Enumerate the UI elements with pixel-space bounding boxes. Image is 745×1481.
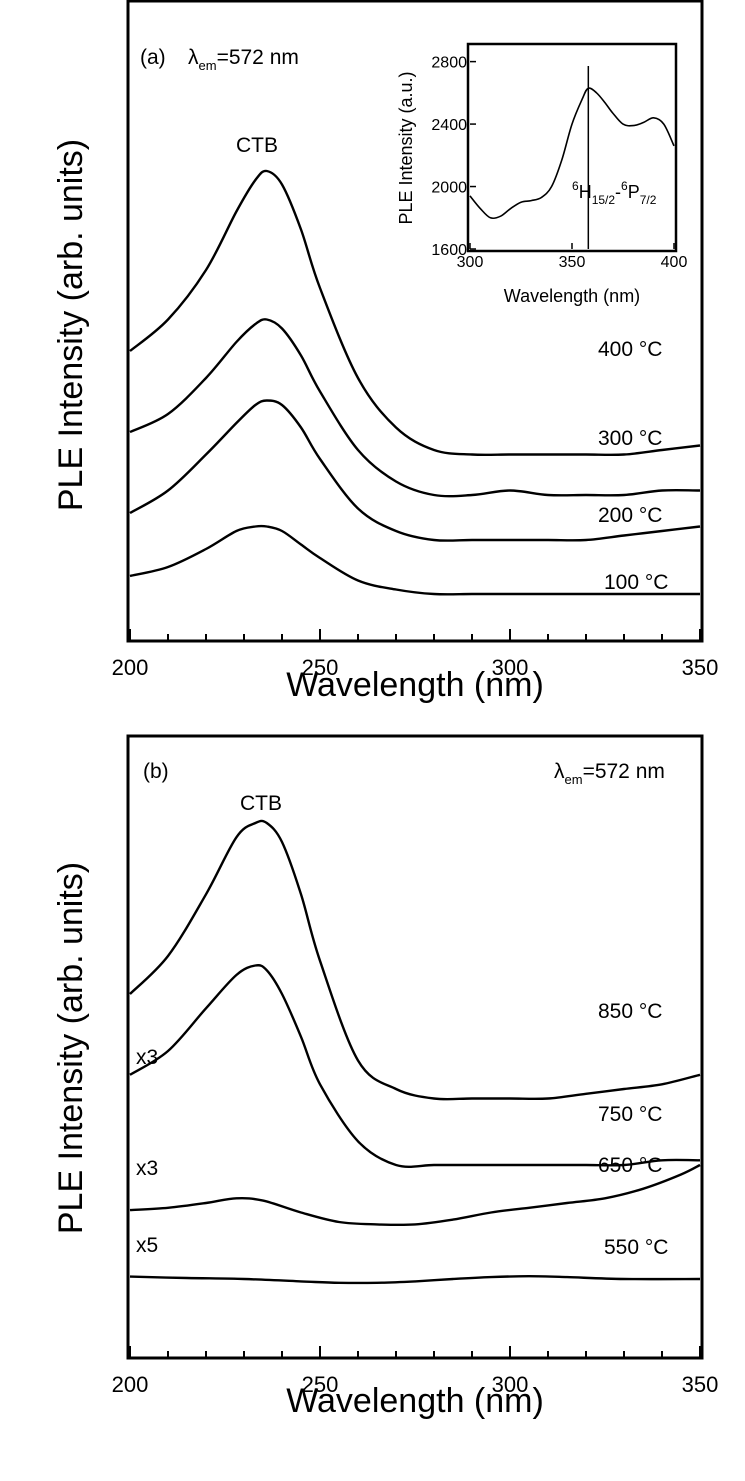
inset-plot-frame: [466, 42, 678, 253]
panel-a: 200 250 300 350 (a) λem=572 nm CTB 400 °C 3…: [52, 0, 719, 704]
panel-a-series-label-300: 300 °C: [598, 427, 662, 450]
inset-axis-ticks: 300 350 400 1600 2000 2400 2800: [431, 55, 687, 271]
panel-b-multiplier-750: x3: [136, 1046, 158, 1069]
panel-b-series-label-850: 850 °C: [598, 1000, 662, 1023]
panel-a-series-line-2: [129, 318, 701, 498]
panel-a-x-tick-label: 200: [112, 655, 149, 680]
panel-b-excitation: λem=572 nm: [554, 760, 665, 787]
panel-b-x-axis-title: Wavelength (nm): [286, 1382, 544, 1420]
inset-x-tick-label: 350: [559, 254, 586, 271]
inset-series-group: [469, 87, 675, 220]
inset-y-tick-label: 2800: [431, 55, 467, 72]
panel-a-series-line-1: [129, 169, 701, 457]
panel-b-peak-annotation: CTB: [240, 792, 282, 815]
panel-b-x-axis-ticks: 200 250 300 350: [112, 1346, 719, 1397]
panel-b: 200 250 300 350 (b) λem=572 nm CTB 850 °C 7…: [52, 734, 719, 1420]
panel-a-series-label-100: 100 °C: [604, 571, 668, 594]
panel-a-x-tick-label: 300: [492, 655, 529, 680]
inset-series-line: [469, 87, 675, 220]
panel-a-series-label-400: 400 °C: [598, 338, 662, 361]
panel-b-label: (b): [143, 760, 169, 783]
inset-x-tick-label: 300: [457, 254, 484, 271]
panel-a-x-axis-ticks: 200 250 300 350: [112, 629, 719, 680]
panel-b-multiplier-550: x5: [136, 1234, 158, 1257]
panel-b-x-tick-label: 350: [682, 1372, 719, 1397]
panel-a-series-label-200: 200 °C: [598, 504, 662, 527]
panel-a-inset: 300 350 400 1600 2000 2400 2800 6H15/2-6P7/2 W…: [396, 42, 687, 306]
panel-a-y-axis-title: PLE Intensity (arb. units): [52, 139, 90, 511]
panel-a-series-group: [129, 169, 701, 596]
inset-y-tick-label: 2400: [431, 117, 467, 134]
panel-b-series-label-750: 750 °C: [598, 1103, 662, 1126]
inset-transition-label: 6H15/2-6P7/2: [572, 179, 657, 207]
panel-b-series-label-650: 650 °C: [598, 1154, 662, 1177]
panel-a-x-axis-title: Wavelength (nm): [286, 666, 544, 704]
panel-a-label: (a): [140, 46, 166, 69]
panel-a-series-line-3: [129, 399, 701, 542]
inset-y-tick-label: 1600: [431, 242, 467, 259]
panel-b-x-tick-label: 300: [492, 1372, 529, 1397]
panel-a-plot-frame: [126, 0, 704, 643]
panel-a-excitation: λem=572 nm: [188, 46, 299, 73]
panel-b-series-line-2: [129, 964, 701, 1168]
panel-b-x-tick-label: 200: [112, 1372, 149, 1397]
panel-b-multiplier-650: x3: [136, 1157, 158, 1180]
panel-a-x-tick-label: 350: [682, 655, 719, 680]
panel-b-series-line-1: [129, 819, 701, 1101]
panel-b-series-line-3: [129, 1163, 701, 1227]
panel-b-x-tick-label: 250: [302, 1372, 339, 1397]
panel-a-peak-annotation: CTB: [236, 134, 278, 157]
panel-b-series-line-4: [129, 1274, 701, 1285]
panel-b-y-axis-title: PLE Intensity (arb. units): [52, 862, 90, 1234]
panel-a-x-tick-label: 250: [302, 655, 339, 680]
inset-y-axis-title: PLE Intensity (a.u.): [396, 71, 416, 224]
panel-b-series-group: [129, 819, 701, 1285]
panel-a-series-line-4: [129, 524, 700, 596]
panel-b-plot-frame: [126, 734, 704, 1360]
inset-x-tick-label: 400: [661, 254, 688, 271]
panel-b-series-label-550: 550 °C: [604, 1236, 668, 1259]
inset-y-tick-label: 2000: [431, 180, 467, 197]
inset-x-axis-title: Wavelength (nm): [504, 286, 640, 306]
